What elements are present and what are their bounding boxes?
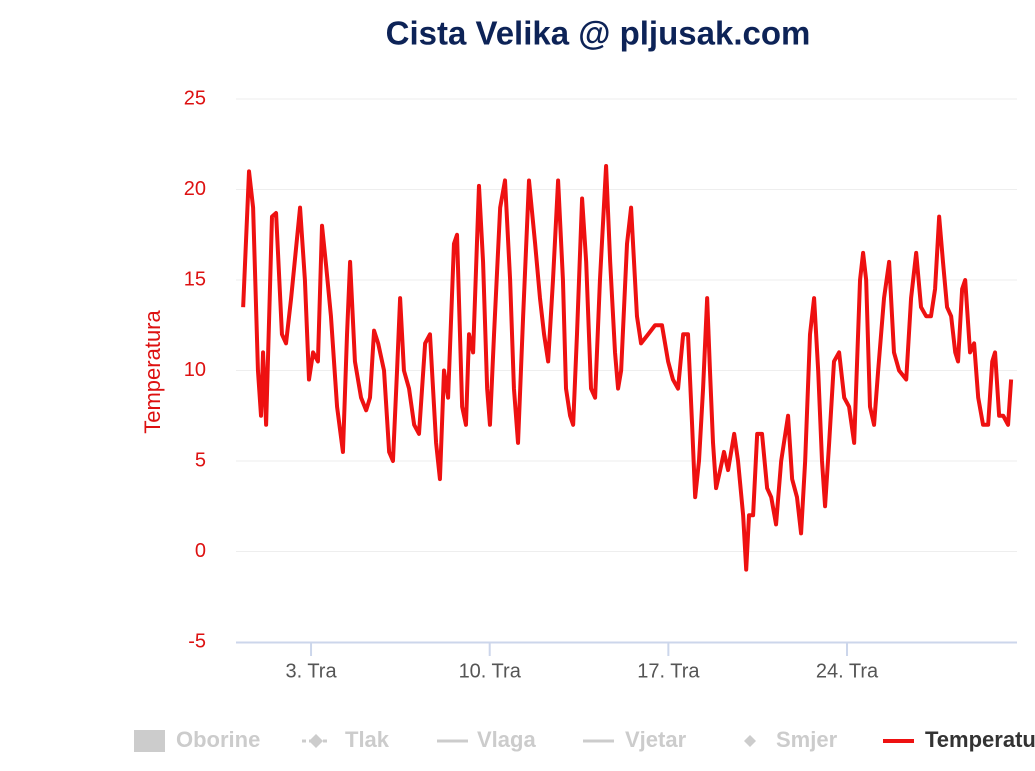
y-tick-label: 20: [184, 178, 206, 200]
y-tick-label: 0: [195, 540, 206, 562]
legend-label: Oborine: [176, 727, 260, 752]
legend-symbol: [134, 730, 165, 752]
y-tick-label: -5: [188, 630, 206, 652]
legend-label: Temperatura: [925, 727, 1035, 752]
legend-label: Vlaga: [477, 727, 536, 752]
y-axis-title: Temperatura: [140, 309, 165, 433]
y-tick-label: 15: [184, 268, 206, 290]
y-tick-label: 5: [195, 449, 206, 471]
y-tick-label: 10: [184, 359, 206, 381]
temperature-line: [241, 163, 1014, 572]
legend-label: Tlak: [345, 727, 390, 752]
legend-symbol: [309, 734, 323, 748]
chart-title: Cista Velika @ pljusak.com: [386, 15, 811, 52]
x-tick-label: 3. Tra: [285, 660, 337, 682]
x-tick-label: 10. Tra: [459, 660, 522, 682]
legend-symbol: [744, 735, 756, 747]
legend-label: Vjetar: [625, 727, 687, 752]
y-tick-label: 25: [184, 87, 206, 109]
legend-label: Smjer: [776, 727, 838, 752]
x-tick-label: 24. Tra: [816, 660, 879, 682]
x-tick-label: 17. Tra: [637, 660, 700, 682]
